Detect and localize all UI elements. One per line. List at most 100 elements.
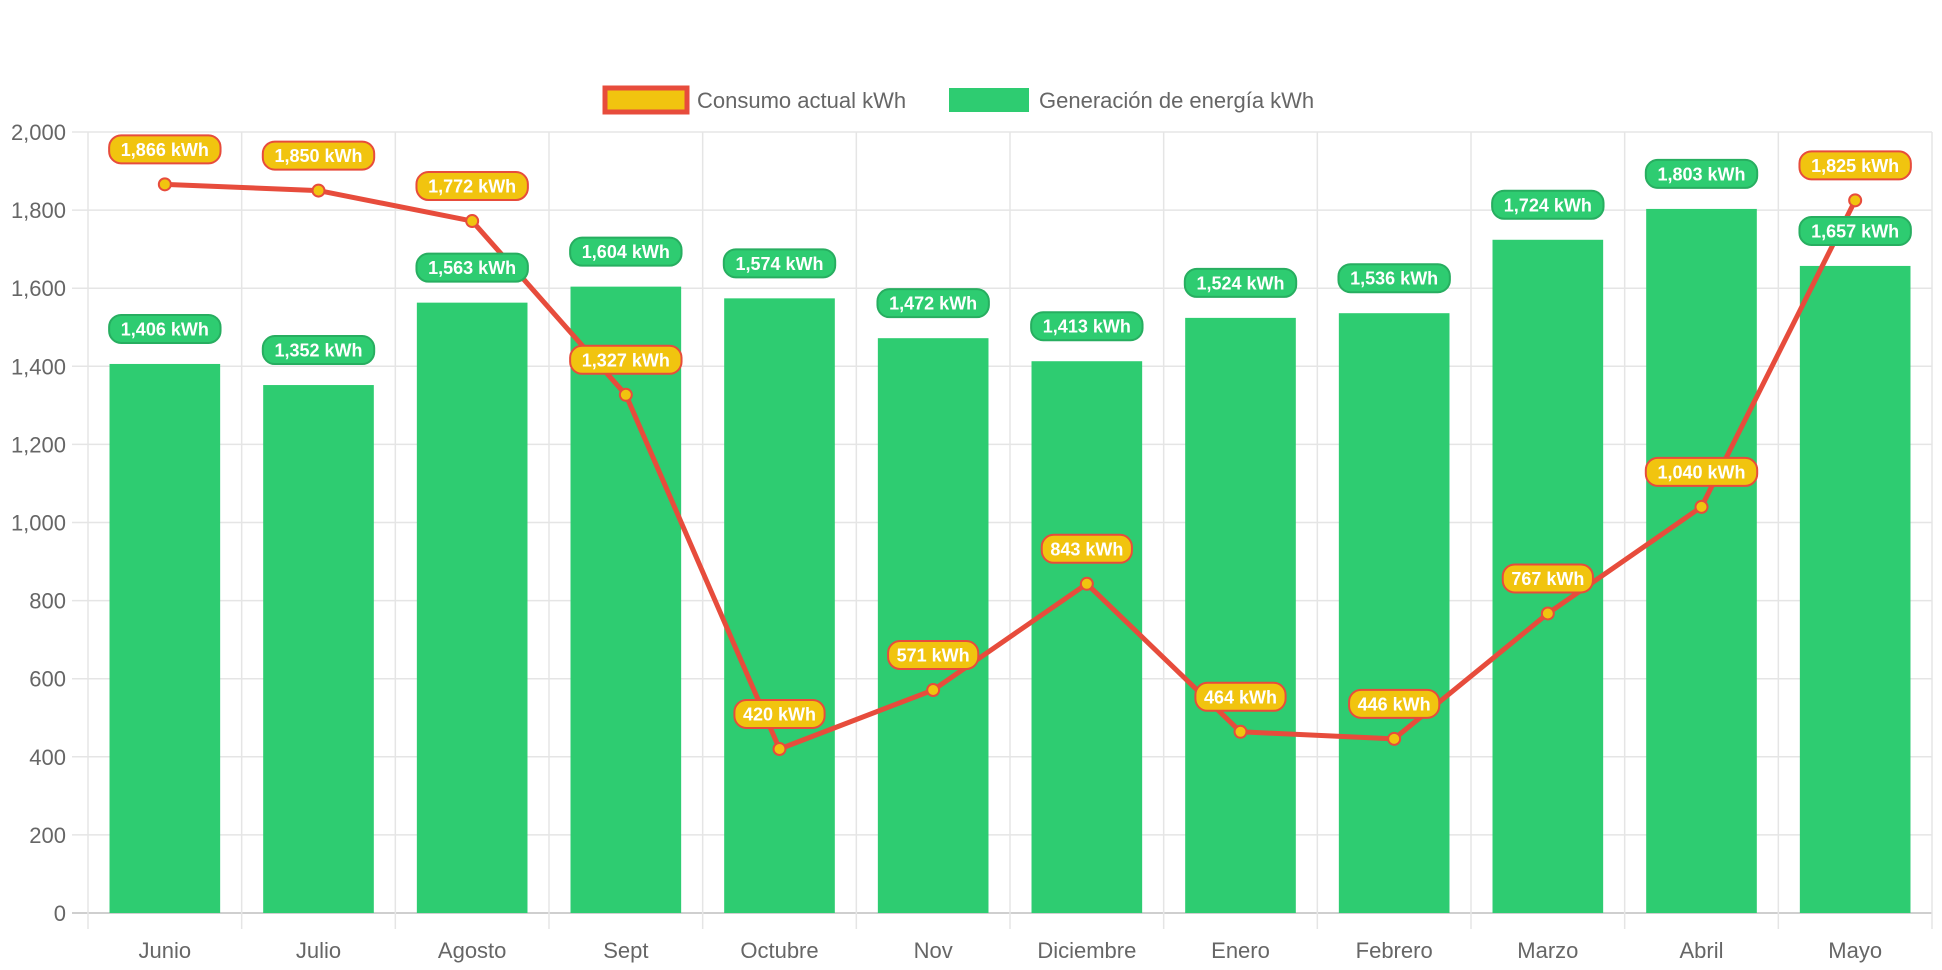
point-consumo — [1848, 193, 1863, 208]
x-tick-label: Abril — [1679, 938, 1723, 963]
data-labels: 1,406 kWh 1,352 kWh 1,563 kWh 1,604 kWh 1,57… — [108, 134, 1912, 729]
data-label-generacion-text: 1,536 kWh — [1350, 269, 1438, 289]
data-label-consumo: 464 kWh — [1194, 681, 1287, 712]
data-label-generacion: 1,472 kWh — [876, 288, 990, 319]
data-label-consumo-text: 1,850 kWh — [274, 146, 362, 166]
y-tick-label: 1,400 — [11, 354, 66, 379]
y-tick-label: 400 — [29, 745, 66, 770]
x-tick-label: Mayo — [1828, 938, 1882, 963]
y-tick-label: 200 — [29, 823, 66, 848]
data-label-generacion-bg — [415, 252, 529, 283]
x-tick-label: Diciembre — [1037, 938, 1136, 963]
bar-generacion — [1185, 317, 1296, 913]
y-tick-label: 1,000 — [11, 511, 66, 536]
bar-generacion — [1338, 313, 1450, 913]
data-label-generacion-bg — [1491, 189, 1605, 220]
data-label-consumo: 446 kWh — [1348, 688, 1441, 719]
y-tick-label: 800 — [29, 589, 66, 614]
data-label-consumo: 1,772 kWh — [415, 171, 529, 202]
data-label-consumo-text: 464 kWh — [1204, 687, 1277, 707]
x-tick-label: Julio — [296, 938, 341, 963]
x-tick-label: Nov — [914, 938, 953, 963]
line-consumo — [157, 177, 1863, 756]
data-label-generacion: 1,657 kWh — [1798, 215, 1912, 246]
x-tick-label: Febrero — [1356, 938, 1433, 963]
point-consumo — [1079, 576, 1094, 591]
data-label-consumo-bg — [1040, 533, 1133, 564]
data-label-generacion-text: 1,352 kWh — [274, 341, 362, 361]
data-label-generacion-bg — [1183, 267, 1298, 298]
x-tick-label: Enero — [1211, 938, 1270, 963]
data-label-generacion-bg — [569, 236, 683, 267]
legend-item-generacion[interactable]: Generación de energía kWh — [949, 88, 1314, 113]
legend[interactable]: Consumo actual kWh Generación de energía… — [602, 85, 1314, 115]
data-label-generacion-bg — [261, 335, 376, 366]
data-label-consumo: 1,327 kWh — [569, 344, 683, 375]
bar-generacion — [1799, 265, 1911, 913]
y-tick-label: 600 — [29, 667, 66, 692]
data-label-generacion: 1,352 kWh — [261, 335, 376, 366]
bar-generacion — [1646, 208, 1757, 914]
legend-swatch-generacion — [949, 88, 1029, 112]
data-label-generacion-text: 1,803 kWh — [1657, 164, 1745, 184]
data-label-generacion-text: 1,413 kWh — [1043, 317, 1131, 337]
x-tick-label: Sept — [603, 938, 648, 963]
data-label-generacion-bg — [1337, 263, 1451, 294]
bar-generacion — [570, 286, 682, 913]
data-label-consumo-text: 1,040 kWh — [1657, 462, 1745, 482]
legend-swatch-consumo — [602, 85, 690, 115]
data-label-consumo-bg — [1501, 563, 1594, 594]
point-consumo — [311, 183, 326, 198]
y-tick-label: 2,000 — [11, 120, 66, 145]
y-tick-label: 1,600 — [11, 276, 66, 301]
data-label-consumo-text: 1,327 kWh — [582, 350, 670, 370]
data-label-generacion: 1,724 kWh — [1491, 189, 1605, 220]
y-tick-label: 1,800 — [11, 198, 66, 223]
legend-item-consumo[interactable]: Consumo actual kWh — [602, 85, 906, 115]
data-label-generacion-text: 1,657 kWh — [1811, 221, 1899, 241]
data-label-consumo-text: 1,866 kWh — [121, 140, 209, 160]
bar-generacion — [109, 363, 221, 913]
point-consumo — [772, 741, 787, 756]
data-label-generacion: 1,563 kWh — [415, 252, 529, 283]
point-consumo — [618, 387, 633, 402]
data-label-consumo-text: 571 kWh — [897, 646, 970, 666]
data-label-consumo-bg — [733, 698, 826, 729]
data-label-consumo: 571 kWh — [887, 640, 980, 671]
bar-generacion — [416, 302, 528, 913]
data-label-consumo-bg — [415, 171, 529, 202]
x-tick-label: Junio — [139, 938, 192, 963]
point-consumo — [465, 214, 480, 229]
data-label-generacion: 1,604 kWh — [569, 236, 683, 267]
bar-generacion — [724, 298, 835, 913]
data-label-consumo: 843 kWh — [1040, 533, 1133, 564]
data-label-generacion-text: 1,563 kWh — [428, 258, 516, 278]
data-label-generacion-bg — [722, 248, 837, 279]
y-tick-label: 0 — [54, 901, 66, 926]
point-consumo — [157, 177, 172, 192]
legend-label-generacion: Generación de energía kWh — [1039, 88, 1314, 113]
bar-generacion — [1031, 361, 1143, 913]
data-label-consumo-bg — [887, 640, 980, 671]
data-label-generacion: 1,413 kWh — [1030, 311, 1144, 342]
point-consumo — [1387, 731, 1402, 746]
data-label-generacion-bg — [1798, 215, 1912, 246]
data-label-consumo-text: 446 kWh — [1358, 694, 1431, 714]
data-label-generacion: 1,574 kWh — [722, 248, 837, 279]
data-label-generacion-bg — [108, 313, 222, 344]
data-label-consumo-bg — [1348, 688, 1441, 719]
data-label-generacion-text: 1,472 kWh — [889, 294, 977, 314]
data-label-consumo: 1,866 kWh — [108, 134, 222, 165]
data-label-consumo: 1,825 kWh — [1798, 150, 1912, 181]
data-label-generacion-bg — [876, 288, 990, 319]
data-label-generacion: 1,803 kWh — [1644, 158, 1759, 189]
line-consumo-path — [164, 181, 1858, 752]
data-label-consumo: 767 kWh — [1501, 563, 1594, 594]
legend-label-consumo: Consumo actual kWh — [697, 88, 906, 113]
data-label-consumo: 420 kWh — [733, 698, 826, 729]
data-label-generacion: 1,406 kWh — [108, 313, 222, 344]
data-label-generacion-text: 1,406 kWh — [121, 319, 209, 339]
bars-generacion — [109, 208, 1911, 914]
point-consumo — [1233, 724, 1248, 739]
